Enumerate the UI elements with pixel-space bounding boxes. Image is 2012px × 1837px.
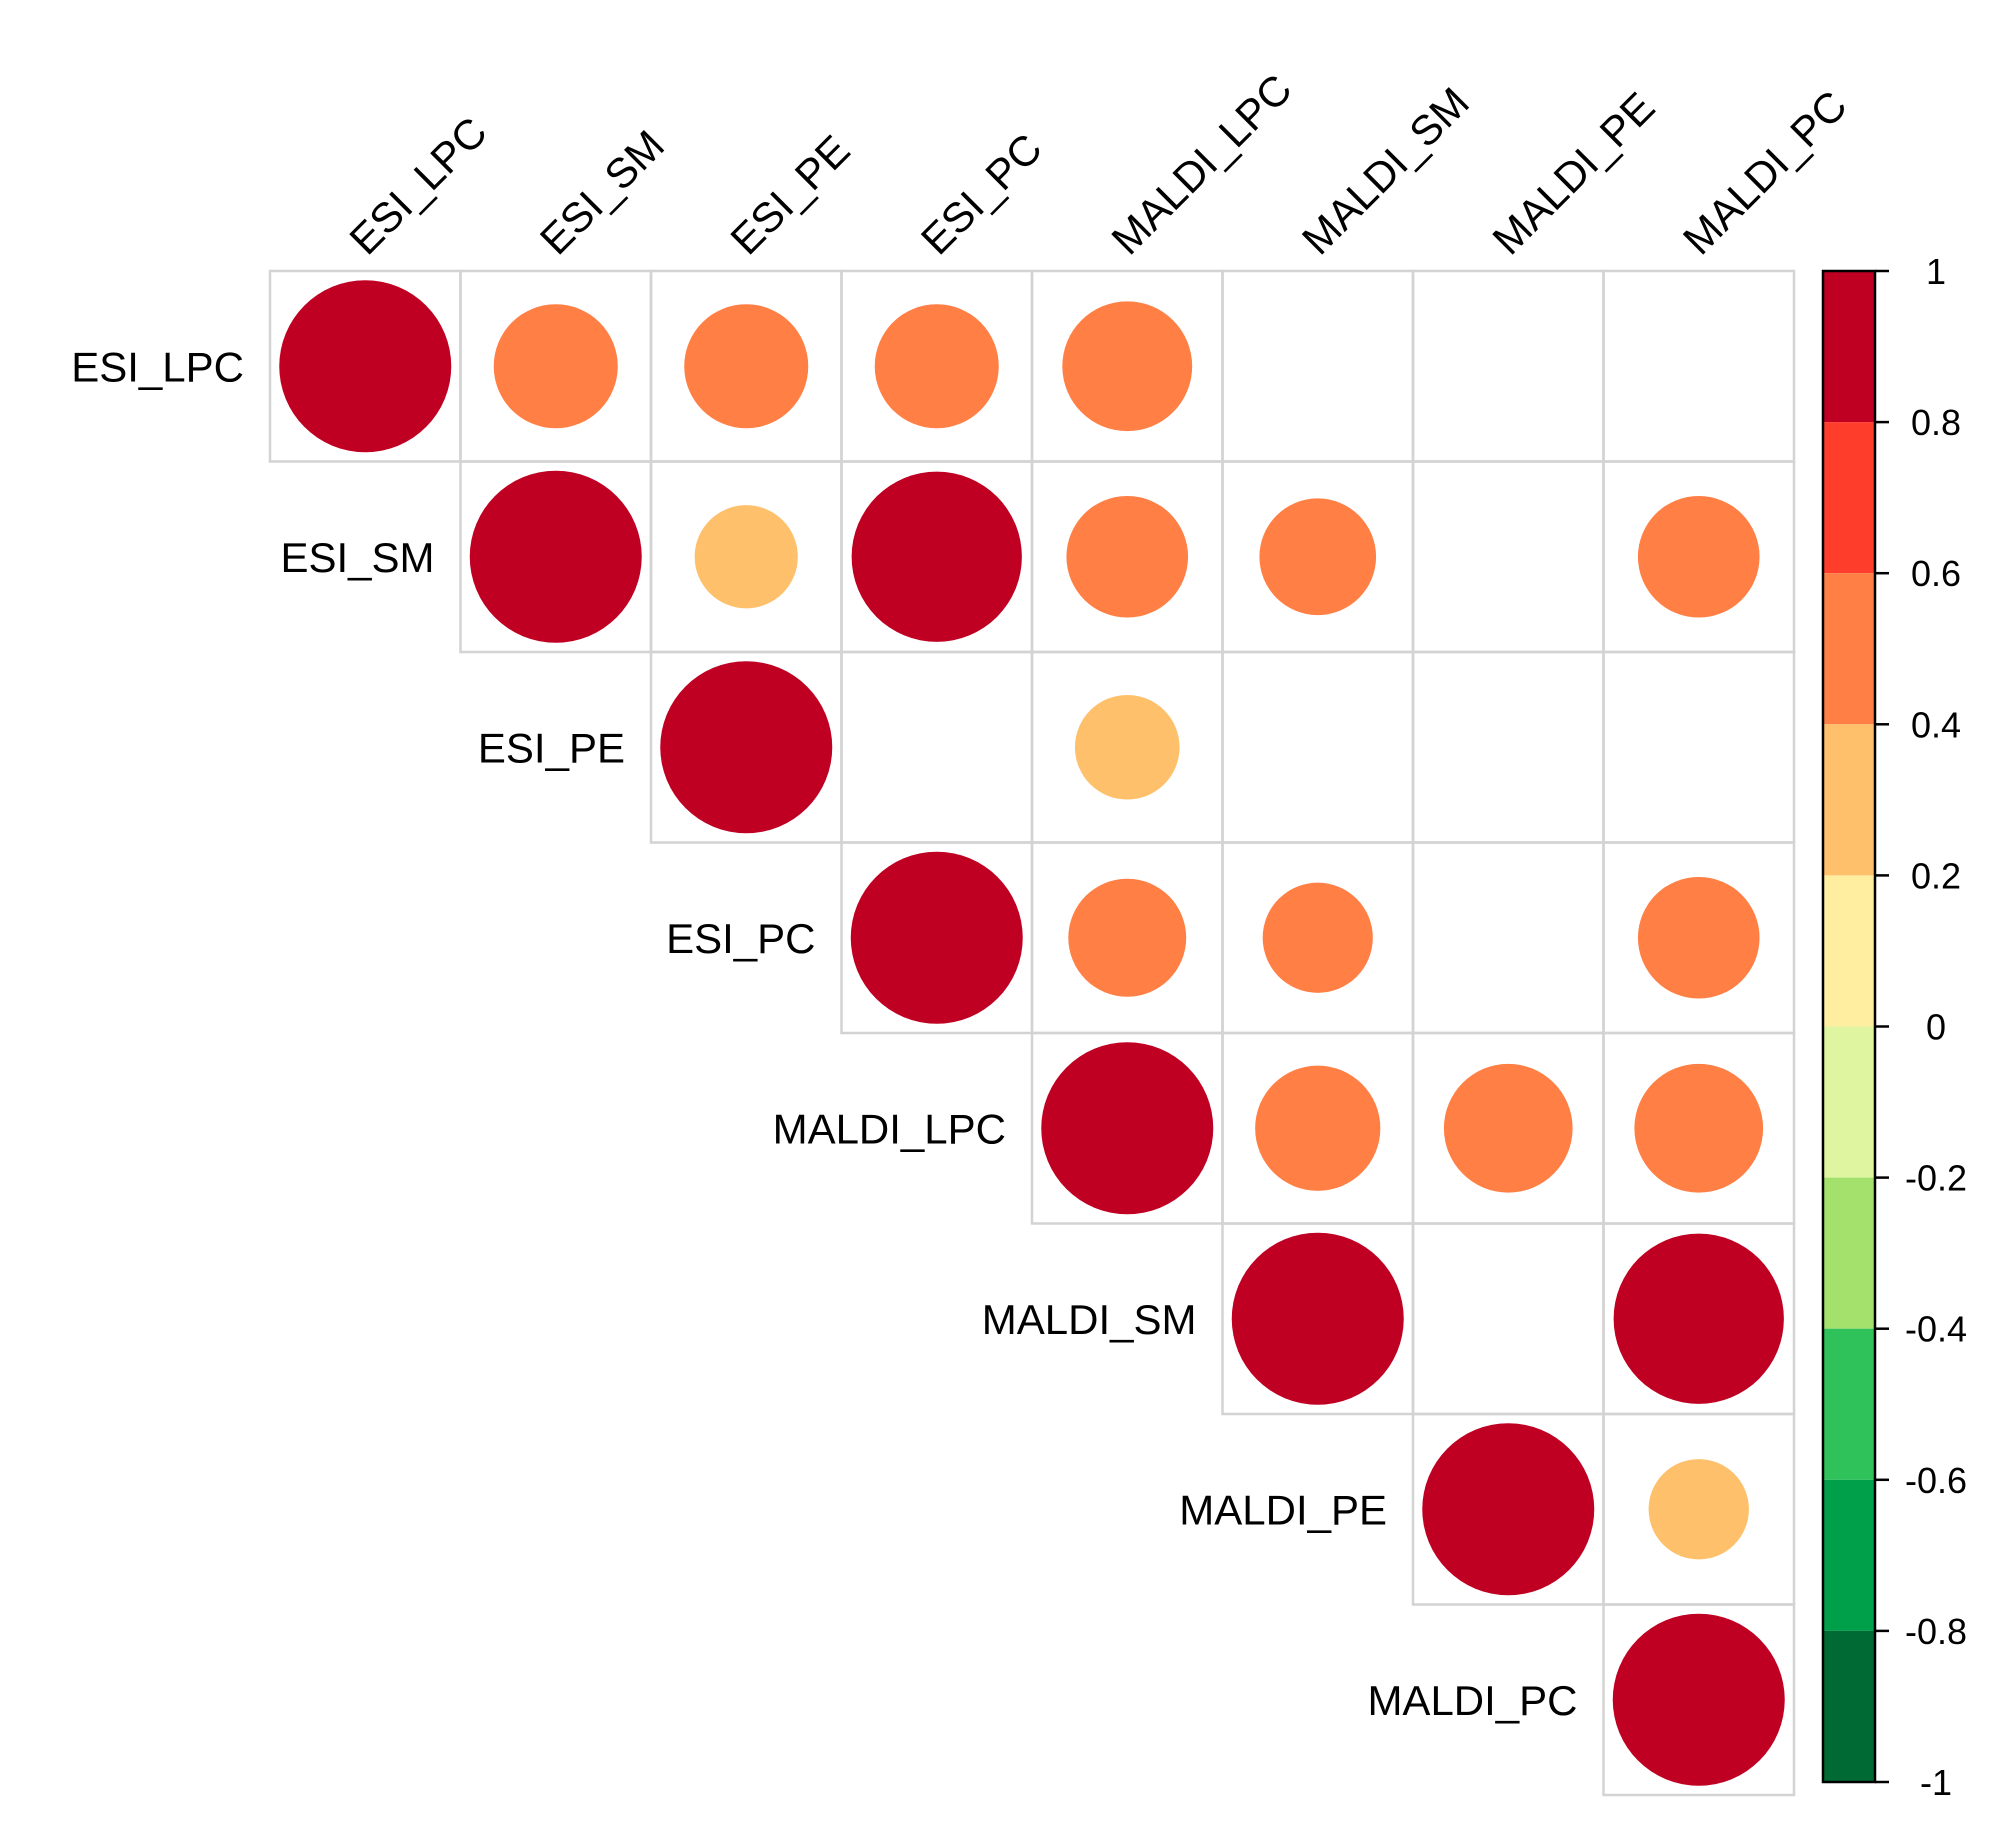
row-label-maldi-pe: MALDI_PE	[1179, 1486, 1387, 1533]
row-label-maldi-lpc: MALDI_LPC	[773, 1105, 1006, 1152]
corr-circle-maldi-lpc-maldi-sm	[1255, 1065, 1381, 1191]
colorbar: 1 0.8 0.6 0.4 0.2 0 -0.2 -0.4 -0.6 -0.8 -1	[1821, 251, 1967, 1803]
corr-circle-esi-pe-maldi-lpc	[1074, 694, 1180, 800]
corr-circle-maldi-pe-maldi-pc	[1648, 1459, 1749, 1560]
colorbar-tick-label-10: -1	[1920, 1762, 1952, 1803]
colorbar-tick-label-6: -0.2	[1905, 1158, 1967, 1199]
grid-cell-esi-lpc-maldi-pe	[1411, 269, 1605, 463]
corr-circle-esi-sm-esi-sm	[469, 470, 642, 643]
col-label-esi-lpc: ESI_LPC	[340, 108, 495, 263]
col-label-esi-sm: ESI_SM	[531, 121, 673, 263]
corr-circle-esi-lpc-esi-pe	[684, 304, 809, 429]
corr-circle-maldi-pe-maldi-pe	[1422, 1423, 1595, 1596]
corr-circle-esi-sm-esi-pe	[694, 505, 798, 609]
corr-circle-esi-sm-maldi-lpc	[1066, 495, 1189, 618]
circle-layer	[279, 280, 1785, 1786]
row-label-esi-pe: ESI_PE	[478, 724, 625, 771]
row-label-esi-pc: ESI_PC	[666, 915, 815, 962]
row-label-maldi-sm: MALDI_SM	[982, 1296, 1197, 1343]
row-label-maldi-pc: MALDI_PC	[1367, 1677, 1577, 1724]
col-label-esi-pc: ESI_PC	[912, 124, 1051, 263]
colorbar-bin-3	[1823, 724, 1875, 876]
corr-circle-maldi-sm-maldi-pc	[1613, 1233, 1784, 1404]
corr-circle-maldi-pc-maldi-pc	[1612, 1613, 1785, 1786]
colorbar-bin-9	[1823, 1630, 1875, 1782]
corr-circle-esi-pe-esi-pe	[660, 661, 833, 834]
grid-cell-maldi-pc-maldi-pc	[1602, 1603, 1796, 1797]
col-label-maldi-pc: MALDI_PC	[1674, 82, 1856, 264]
corr-circle-esi-sm-esi-pc	[851, 471, 1022, 642]
corr-circle-maldi-sm-maldi-sm	[1231, 1232, 1404, 1405]
corr-circle-esi-lpc-esi-sm	[493, 304, 618, 429]
grid-cell-maldi-sm-maldi-pe	[1411, 1222, 1605, 1416]
col-label-maldi-pe: MALDI_PE	[1483, 83, 1663, 263]
corr-circle-esi-lpc-esi-pc	[874, 304, 999, 429]
grid-cell-esi-lpc-maldi-pc	[1602, 269, 1796, 463]
corr-circle-esi-pc-maldi-sm	[1262, 882, 1373, 993]
grid-cell-esi-sm-maldi-pe	[1411, 460, 1605, 654]
corr-circle-esi-sm-maldi-sm	[1259, 498, 1377, 616]
corr-circle-esi-lpc-maldi-lpc	[1062, 301, 1193, 432]
colorbar-tick-label-2: 0.6	[1911, 553, 1961, 594]
corr-circle-esi-pc-esi-pc	[850, 851, 1023, 1024]
grid-cell-esi-lpc-maldi-sm	[1221, 269, 1415, 463]
colorbar-bin-2	[1823, 573, 1875, 725]
row-label-esi-sm: ESI_SM	[280, 534, 434, 581]
colorbar-tick-label-7: -0.4	[1905, 1309, 1967, 1350]
colorbar-bin-5	[1823, 1026, 1875, 1178]
colorbar-bin-1	[1823, 422, 1875, 574]
colorbar-bin-4	[1823, 875, 1875, 1027]
colorbar-bin-7	[1823, 1328, 1875, 1480]
col-label-maldi-sm: MALDI_SM	[1293, 78, 1478, 263]
colorbar-tick-label-0: 1	[1926, 251, 1946, 292]
colorbar-bin-8	[1823, 1479, 1875, 1631]
col-label-esi-pe: ESI_PE	[721, 126, 858, 263]
row-labels: ESI_LPC ESI_SM ESI_PE ESI_PC MALDI_LPC MALDI_…	[71, 343, 1577, 1724]
grid-cell-esi-pe-esi-pc	[840, 650, 1034, 844]
colorbar-bin-6	[1823, 1177, 1875, 1329]
grid-layer	[268, 269, 1796, 1797]
row-label-esi-lpc: ESI_LPC	[71, 343, 244, 390]
colorbar-tick-label-5: 0	[1926, 1007, 1946, 1048]
colorbar-tick-label-1: 0.8	[1911, 402, 1961, 443]
grid-cell-esi-pc-maldi-pe	[1411, 841, 1605, 1035]
colorbar-bin-0	[1823, 271, 1875, 423]
grid-cell-esi-pe-maldi-sm	[1221, 650, 1415, 844]
grid-cell-esi-pe-maldi-pc	[1602, 650, 1796, 844]
corr-circle-maldi-lpc-maldi-pe	[1443, 1063, 1573, 1193]
corr-circle-maldi-lpc-maldi-pc	[1634, 1063, 1764, 1193]
corr-circle-maldi-lpc-maldi-lpc	[1041, 1042, 1214, 1215]
colorbar-tick-label-3: 0.4	[1911, 704, 1961, 745]
corr-circle-esi-pc-maldi-pc	[1637, 876, 1760, 999]
col-label-maldi-lpc: MALDI_LPC	[1102, 65, 1300, 263]
corr-circle-esi-pc-maldi-lpc	[1068, 878, 1187, 997]
colorbar-tick-label-8: -0.6	[1905, 1460, 1967, 1501]
grid-cell-esi-pe-maldi-pe	[1411, 650, 1605, 844]
colorbar-tick-label-4: 0.2	[1911, 855, 1961, 896]
column-labels: ESI_LPC ESI_SM ESI_PE ESI_PC MALDI_LPCMALDI_…	[340, 65, 1855, 263]
corr-circle-esi-lpc-esi-lpc	[279, 280, 452, 453]
corr-circle-esi-sm-maldi-pc	[1637, 495, 1760, 618]
colorbar-tick-label-9: -0.8	[1905, 1611, 1967, 1652]
